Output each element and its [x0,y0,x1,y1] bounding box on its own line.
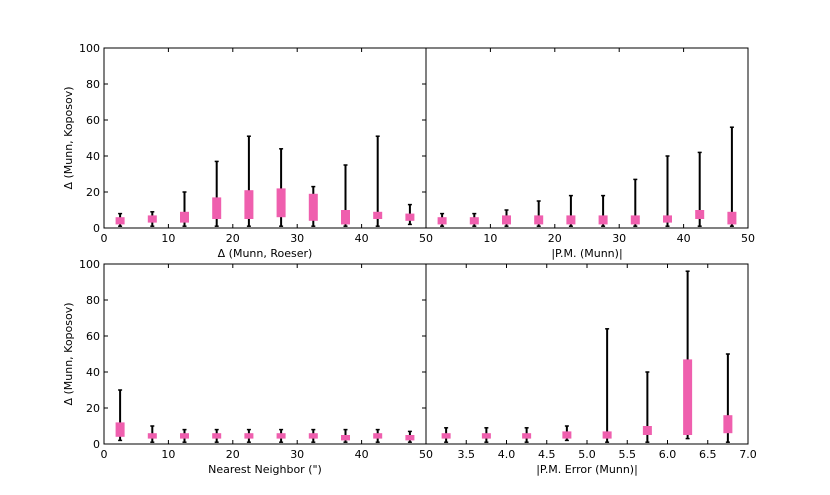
x-tick-label: 20 [226,232,240,245]
y-tick-label: 80 [86,78,100,91]
y-tick-label: 40 [86,366,100,379]
x-tick-label: 20 [548,232,562,245]
plot-frame [425,263,749,445]
box [602,431,612,439]
x-tick-label: 0 [101,448,108,461]
x-tick-label: 6.5 [699,448,717,461]
x-tick-label: 4.0 [498,448,516,461]
x-tick-label: 30 [290,448,304,461]
y-tick-label: 20 [86,186,100,199]
box [695,210,705,219]
box [562,431,572,439]
box [212,197,222,219]
box [244,190,254,219]
box [147,215,157,223]
box [534,215,544,225]
x-tick-label: 7.0 [739,448,757,461]
x-tick-label: 6.0 [659,448,677,461]
x-axis-label: Δ (Munn, Roeser) [218,247,313,260]
y-tick-label: 60 [86,114,100,127]
box [522,433,532,439]
x-tick-label: 4.5 [538,448,556,461]
x-axis-label: Nearest Neighbor (") [208,463,322,476]
box [212,433,222,439]
box [405,435,415,441]
box [373,211,383,219]
y-tick-label: 0 [93,438,100,451]
box [663,215,672,223]
panel-top-right: 10 20 30 40 50 |P.M. (Munn)| [425,47,755,260]
y-tick-label: 100 [79,42,100,55]
box [147,433,157,439]
x-axis-label: |P.M. (Munn)| [551,247,622,260]
box [373,433,383,439]
box [341,210,350,225]
box [276,188,286,218]
x-tick-label: 0 [101,232,108,245]
box [469,217,479,225]
y-axis-label: Δ (Munn, Koposov) [62,302,75,405]
y-tick-label: 0 [93,222,100,235]
x-tick-label: 50 [741,232,755,245]
y-tick-label: 40 [86,150,100,163]
box [308,433,318,439]
box [642,426,652,435]
box [723,415,733,434]
plot-frame [425,47,749,229]
panel-top-left: 0 10 20 30 40 50 0 20 40 60 80 100 Δ (Munn, Roeser) Δ… [62,42,433,260]
x-tick-label: 50 [419,232,433,245]
box [180,433,189,439]
y-tick-label: 80 [86,294,100,307]
box [437,217,447,225]
x-tick-label: 5.5 [619,448,637,461]
box [115,422,125,437]
box [598,215,608,225]
y-tick-label: 20 [86,402,100,415]
box [308,193,318,221]
panel-bottom-right: 3.5 4.0 4.5 5.0 5.5 6.0 6.5 7.0 |P.M. Error (Mun… [425,263,757,476]
x-tick-label: 50 [419,448,433,461]
box [481,433,491,439]
x-tick-label: 30 [612,232,626,245]
box [441,433,451,439]
x-tick-label: 40 [355,232,369,245]
x-tick-label: 3.5 [458,448,476,461]
x-tick-label: 20 [226,448,240,461]
box [180,211,189,223]
box [341,435,350,441]
x-tick-label: 10 [483,232,497,245]
box [405,213,415,221]
box [276,433,286,439]
plot-frame [103,263,427,445]
panel-bottom-left: 0 10 20 30 40 50 0 20 40 60 80 100 Nearest Neighbor … [62,258,433,476]
box [244,433,254,439]
y-axis-label: Δ (Munn, Koposov) [62,86,75,189]
box [502,215,511,225]
x-tick-label: 30 [290,232,304,245]
x-tick-label: 40 [355,448,369,461]
x-tick-label: 10 [161,232,175,245]
box [566,215,576,225]
box [630,215,640,225]
x-axis-label: |P.M. Error (Munn)| [536,463,638,476]
x-tick-label: 10 [161,448,175,461]
box [727,211,737,225]
y-tick-label: 60 [86,330,100,343]
x-tick-label: 40 [677,232,691,245]
box [683,359,693,435]
y-tick-label: 100 [79,258,100,271]
x-tick-label: 5.0 [578,448,596,461]
box [115,217,125,225]
